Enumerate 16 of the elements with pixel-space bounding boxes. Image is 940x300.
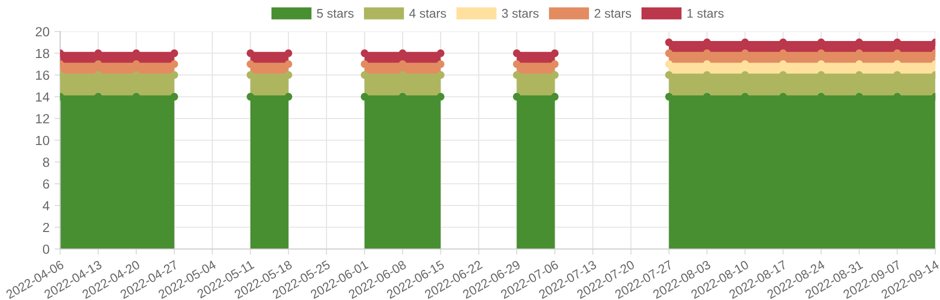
y-tick-label: 6 — [43, 179, 50, 189]
y-tick-label: 2 — [43, 222, 50, 232]
y-tick-label: 20 — [36, 27, 50, 36]
legend-label: 2 stars — [594, 8, 632, 18]
y-tick-label: 16 — [36, 70, 50, 80]
y-tick-label: 4 — [42, 201, 50, 210]
y-tick-label: 10 — [36, 136, 50, 146]
legend-label: 1 stars — [687, 9, 724, 18]
legend-label: 5 stars — [316, 9, 354, 18]
legend-label: 4 stars — [409, 9, 446, 18]
y-tick-label: 8 — [42, 158, 50, 167]
legend-label: 3 stars — [502, 8, 539, 18]
y-tick-label: 0 — [42, 244, 50, 254]
y-tick-label: 12 — [36, 114, 50, 124]
y-tick-label: 18 — [36, 48, 50, 58]
y-tick-label: 14 — [36, 92, 50, 102]
